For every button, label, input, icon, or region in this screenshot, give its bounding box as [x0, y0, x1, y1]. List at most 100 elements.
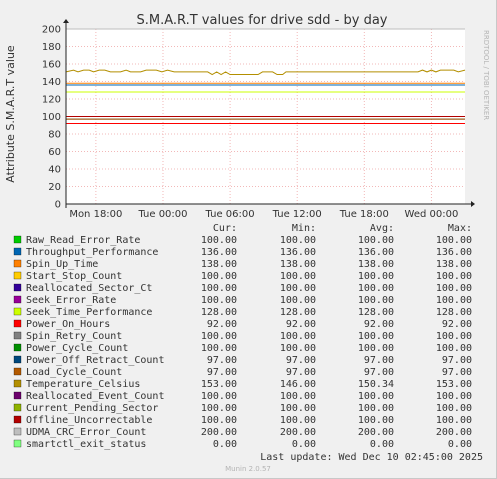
legend-value-max: 100.00 — [436, 391, 472, 402]
legend-row-power-cycle-count: Power_Cycle_Count 100.00 100.00 100.00 100.0… — [13, 343, 472, 354]
legend-value-avg: 128.00 — [358, 307, 394, 318]
legend-label: Seek_Time_Performance — [26, 307, 152, 318]
legend-row-smartctl-exit-status: smartctl_exit_status 0.00 0.00 0.00 0.00 — [13, 439, 472, 450]
series-line-temperature-celsius — [65, 69, 466, 76]
legend-value-cur: 100.00 — [201, 415, 237, 426]
y-tick-label: 200 — [42, 25, 61, 36]
legend-value-max: 100.00 — [436, 283, 472, 294]
legend-row-offline-uncorrectable: Offline_Uncorrectable 100.00 100.00 100.00 1… — [13, 415, 472, 426]
legend-value-avg: 100.00 — [358, 295, 394, 306]
legend-swatch — [13, 355, 22, 364]
legend-value-cur: 100.00 — [201, 403, 237, 414]
y-tick-label: 120 — [42, 95, 61, 106]
legend-value-avg: 100.00 — [358, 331, 394, 342]
legend-value-cur: 200.00 — [201, 427, 237, 438]
legend-rows: Raw_Read_Error_Rate 100.00 100.00 100.00 100… — [13, 235, 472, 450]
legend-label: Spin_Retry_Count — [26, 331, 122, 342]
legend-value-min: 128.00 — [280, 307, 316, 318]
x-tick-label: Tue 06:00 — [205, 209, 255, 220]
legend-value-avg: 100.00 — [358, 271, 394, 282]
legend-swatch — [13, 403, 22, 412]
legend-row-seek-error-rate: Seek_Error_Rate 100.00 100.00 100.00 100.00 — [13, 295, 472, 306]
legend-value-avg: 100.00 — [358, 415, 394, 426]
x-tick-label: Tue 00:00 — [137, 209, 187, 220]
legend-row-seek-time-performance: Seek_Time_Performance 128.00 128.00 128.00 1… — [13, 307, 472, 318]
rrdtool-watermark: RRDTOOL / TOBI OETIKER — [482, 30, 490, 120]
legend-value-min: 0.00 — [292, 439, 316, 450]
legend-value-max: 97.00 — [442, 367, 472, 378]
x-tick-label: Tue 18:00 — [339, 209, 389, 220]
legend-row-spin-retry-count: Spin_Retry_Count 100.00 100.00 100.00 100.00 — [13, 331, 472, 342]
legend-value-avg: 100.00 — [358, 283, 394, 294]
legend: Cur: Min: Avg: Max: Raw_Read_Error_Rate 1… — [13, 223, 472, 450]
legend-value-min: 97.00 — [286, 355, 316, 366]
legend-value-min: 146.00 — [280, 379, 316, 390]
legend-value-max: 100.00 — [436, 271, 472, 282]
legend-value-avg: 0.00 — [370, 439, 394, 450]
legend-swatch — [13, 283, 22, 292]
x-axis-arrow — [471, 201, 475, 207]
legend-label: Offline_Uncorrectable — [26, 415, 152, 426]
legend-value-max: 200.00 — [436, 427, 472, 438]
y-axis-label: Attribute S.M.A.R.T value — [4, 45, 17, 183]
y-tick-label: 0 — [55, 200, 61, 211]
legend-value-max: 136.00 — [436, 247, 472, 258]
legend-swatch — [13, 367, 22, 376]
legend-swatch — [13, 295, 22, 304]
legend-label: smartctl_exit_status — [26, 439, 146, 450]
legend-value-avg: 97.00 — [364, 367, 394, 378]
legend-value-cur: 100.00 — [201, 331, 237, 342]
y-tick-label: 140 — [42, 77, 61, 88]
legend-header-max: Max: — [448, 223, 472, 234]
legend-value-cur: 100.00 — [201, 343, 237, 354]
y-axis-arrow — [63, 19, 69, 23]
legend-header-avg: Avg: — [370, 223, 394, 234]
legend-value-cur: 138.00 — [201, 259, 237, 270]
legend-value-min: 138.00 — [280, 259, 316, 270]
legend-value-cur: 97.00 — [207, 355, 237, 366]
legend-swatch — [13, 427, 22, 436]
legend-value-min: 100.00 — [280, 391, 316, 402]
legend-label: Power_On_Hours — [26, 319, 110, 330]
legend-value-min: 100.00 — [280, 283, 316, 294]
legend-value-max: 100.00 — [436, 235, 472, 246]
legend-value-max: 138.00 — [436, 259, 472, 270]
legend-label: UDMA_CRC_Error_Count — [26, 427, 146, 438]
y-tick-label: 100 — [42, 112, 61, 123]
legend-value-avg: 100.00 — [358, 403, 394, 414]
legend-value-max: 100.00 — [436, 415, 472, 426]
last-update: Last update: Wed Dec 10 02:45:00 2025 — [260, 452, 483, 463]
legend-header-cur: Cur: — [213, 223, 237, 234]
legend-value-avg: 100.00 — [358, 391, 394, 402]
legend-row-raw-read-error-rate: Raw_Read_Error_Rate 100.00 100.00 100.00 100… — [13, 235, 472, 246]
legend-swatch — [13, 259, 22, 268]
x-tick-label: Wed 00:00 — [405, 209, 459, 220]
legend-value-min: 100.00 — [280, 295, 316, 306]
legend-row-temperature-celsius: Temperature_Celsius 153.00 146.00 150.34 153… — [13, 379, 472, 390]
legend-value-avg: 100.00 — [358, 343, 394, 354]
x-tick-label: Tue 12:00 — [272, 209, 322, 220]
legend-swatch — [13, 343, 22, 352]
legend-header-min: Min: — [292, 223, 316, 234]
legend-label: Reallocated_Event_Count — [26, 391, 164, 402]
legend-value-min: 100.00 — [280, 331, 316, 342]
legend-swatch — [13, 439, 22, 448]
legend-swatch — [13, 271, 22, 280]
legend-label: Temperature_Celsius — [26, 379, 140, 390]
legend-swatch — [13, 415, 22, 424]
y-tick-label: 180 — [42, 42, 61, 53]
legend-row-load-cycle-count: Load_Cycle_Count 97.00 97.00 97.00 97.00 — [13, 367, 472, 378]
legend-value-avg: 97.00 — [364, 355, 394, 366]
legend-label: Spin_Up_Time — [26, 259, 98, 270]
legend-value-cur: 153.00 — [201, 379, 237, 390]
legend-swatch — [13, 235, 22, 244]
legend-label: Raw_Read_Error_Rate — [26, 235, 140, 246]
chart-title: S.M.A.R.T values for drive sdd - by day — [137, 13, 388, 28]
legend-swatch — [13, 247, 22, 256]
legend-value-max: 0.00 — [448, 439, 472, 450]
y-axis-ticks: 0 20 40 60 80 100 120 140 160 180 200 — [42, 25, 61, 211]
legend-row-power-off-retract-count: Power_Off_Retract_Count 97.00 97.00 97.00 97… — [13, 355, 472, 366]
legend-row-power-on-hours: Power_On_Hours 92.00 92.00 92.00 92.00 — [13, 319, 472, 330]
legend-value-min: 97.00 — [286, 367, 316, 378]
